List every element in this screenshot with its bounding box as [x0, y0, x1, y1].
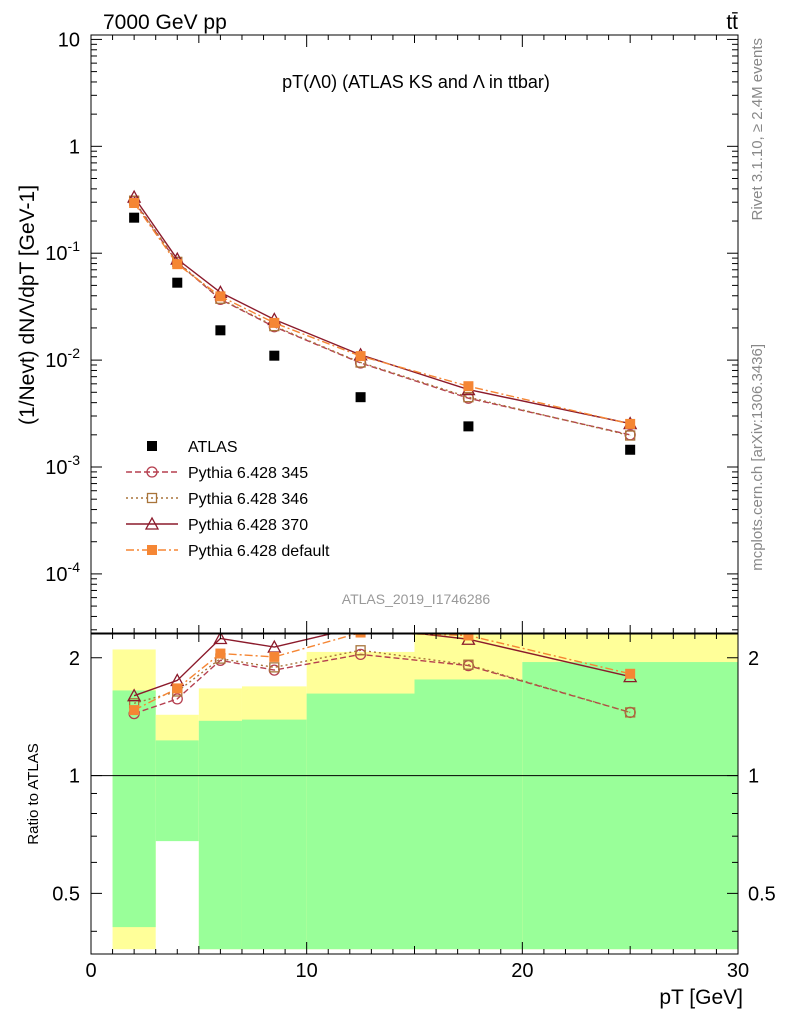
data-point-atlas: [625, 444, 636, 455]
data-point-pythia-6-428-346: [625, 707, 636, 718]
data-point-pythia-6-428-default: [269, 317, 280, 328]
uncertainty-band-green: [306, 693, 415, 950]
data-point-pythia-6-428-default: [215, 648, 226, 659]
header-energy-label: 7000 GeV pp: [103, 11, 227, 34]
y-tick-label: 10-1: [45, 238, 80, 265]
y-tick-label: 10: [58, 29, 80, 51]
header-process-label: tt̄: [726, 11, 738, 34]
data-point-pythia-6-428-default: [129, 705, 140, 716]
x-tick-label: 0: [85, 960, 96, 982]
y-tick-label: 10-4: [45, 559, 80, 586]
data-point-pythia-6-428-346: [355, 645, 366, 656]
legend-marker-pythia-6-428-345: [146, 466, 158, 478]
series-line-pythia-6-428-default: [133, 202, 631, 425]
legend-marker-atlas: [147, 441, 157, 451]
legend-label-pythia-6-428-346: Pythia 6.428 346: [188, 491, 308, 508]
data-point-atlas: [129, 212, 140, 223]
ratio-y-tick-label-right: 0.5: [748, 883, 776, 905]
uncertainty-band-green: [522, 662, 738, 950]
x-axis-label: pT [GeV]: [659, 986, 743, 1009]
ratio-y-axis-label: Ratio to ATLAS: [25, 743, 42, 844]
uncertainty-band-green: [198, 720, 242, 950]
series-line-pythia-6-428-345: [133, 653, 631, 715]
uncertainty-band-green: [414, 679, 523, 950]
data-point-atlas: [172, 277, 183, 288]
x-tick-label: 10: [296, 960, 318, 982]
data-point-pythia-6-428-346: [463, 392, 474, 403]
y-tick-label: 10-2: [45, 345, 80, 372]
data-point-pythia-6-428-default: [129, 197, 140, 208]
data-point-pythia-6-428-default: [625, 668, 636, 679]
legend-marker-pythia-6-428-370: [144, 516, 160, 530]
legend-label-pythia-6-428-345: Pythia 6.428 345: [188, 465, 308, 482]
data-point-pythia-6-428-default: [355, 634, 366, 638]
legend: ATLAS Pythia 6.428 345 Pythia 6.428 346 Pyt…: [126, 439, 330, 560]
series-line-pythia-6-428-345: [133, 201, 631, 436]
data-point-pythia-6-428-default: [463, 634, 474, 641]
data-point-pythia-6-428-default: [215, 291, 226, 302]
data-point-pythia-6-428-370: [127, 688, 142, 702]
data-point-pythia-6-428-346: [625, 430, 636, 441]
series-line-pythia-6-428-346: [133, 649, 631, 714]
uncertainty-band-green: [155, 740, 199, 842]
rivet-version-label: Rivet 3.1.10, ≥ 2.4M events: [749, 38, 766, 221]
series-line-pythia-6-428-370: [133, 196, 631, 425]
data-point-pythia-6-428-370: [355, 621, 367, 632]
uncertainty-band-green: [112, 690, 156, 928]
data-point-pythia-6-428-default: [355, 351, 366, 362]
data-point-pythia-6-428-default: [172, 683, 183, 694]
analysis-watermark: ATLAS_2019_I1746286: [342, 591, 491, 607]
data-point-pythia-6-428-default: [269, 651, 280, 662]
data-point-atlas: [463, 421, 474, 432]
ratio-y-tick-label: 2: [69, 648, 80, 670]
mcplots-label: mcplots.cern.ch [arXiv:1306.3436]: [749, 344, 766, 571]
data-point-pythia-6-428-370: [213, 634, 228, 645]
ratio-y-tick-label: 1: [69, 766, 80, 788]
data-point-pythia-6-428-346: [463, 659, 474, 670]
ratio-panel: 0.5 0.51 12 20 10 20 30 Ratio to ATLAS pT [GeV…: [25, 621, 776, 1009]
ratio-y-tick-label-right: 1: [748, 766, 759, 788]
legend-marker-pythia-6-428-default: [147, 545, 157, 555]
legend-label-pythia-6-428-default: Pythia 6.428 default: [188, 543, 330, 560]
main-y-axis-label: (1/Nevt) dNΛ/dpT [GeV-1]: [16, 185, 39, 425]
data-point-atlas: [215, 325, 226, 336]
main-panel: 10 1 10-1 10-2 10-3 10-4 pT(Λ0) (ATLAS KS and…: [16, 29, 739, 634]
x-tick-label: 20: [511, 960, 533, 982]
legend-marker-pythia-6-428-346: [146, 492, 158, 504]
y-tick-label: 10-3: [45, 452, 80, 479]
data-point-pythia-6-428-345: [171, 693, 183, 705]
data-point-pythia-6-428-default: [625, 418, 636, 429]
ratio-y-tick-label: 0.5: [52, 883, 80, 905]
series-line-pythia-6-428-346: [133, 200, 631, 437]
y-tick-label: 1: [69, 136, 80, 158]
data-point-pythia-6-428-default: [463, 381, 474, 392]
data-point-pythia-6-428-default: [172, 259, 183, 270]
ratio-y-tick-label-right: 2: [748, 648, 759, 670]
uncertainty-band-green: [241, 719, 307, 950]
legend-label-atlas: ATLAS: [188, 439, 238, 456]
x-tick-label: 30: [727, 960, 749, 982]
data-point-atlas: [269, 350, 280, 361]
data-point-pythia-6-428-346: [269, 662, 280, 673]
data-point-atlas: [355, 392, 366, 403]
main-title: pT(Λ0) (ATLAS KS and Λ in ttbar): [282, 72, 550, 92]
legend-label-pythia-6-428-370: Pythia 6.428 370: [188, 517, 308, 534]
